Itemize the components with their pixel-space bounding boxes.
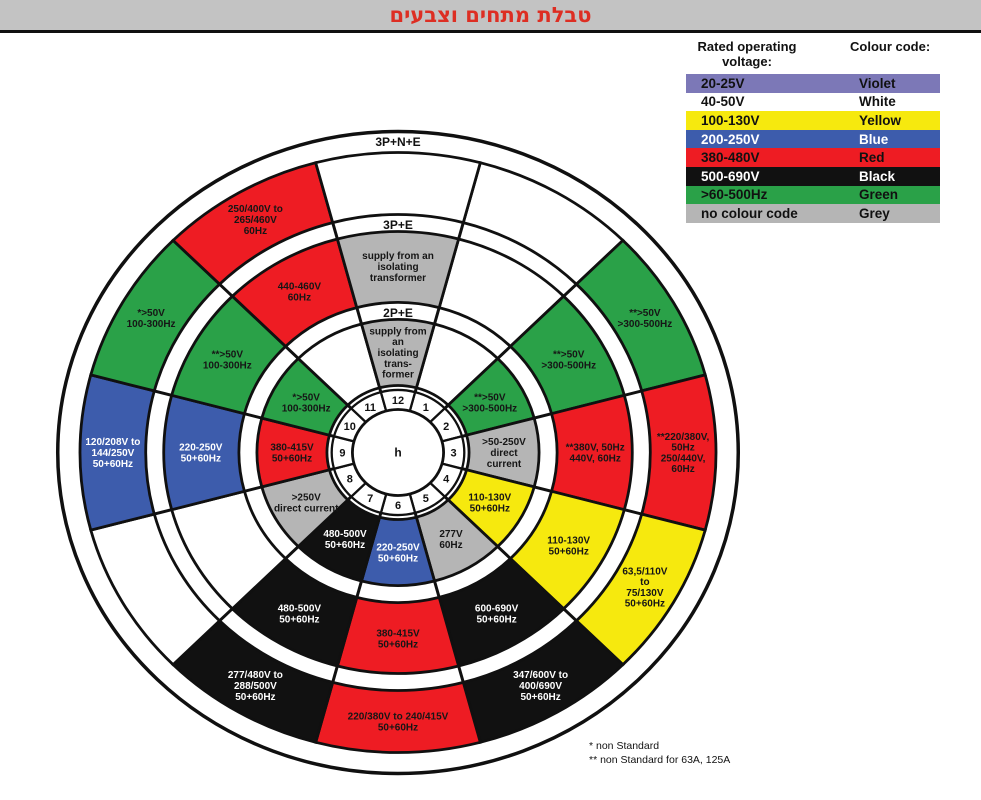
sector-label: supply from an isolating transformer [362,251,434,284]
hour-number: 4 [443,474,450,486]
sector-label: **>50V 100-300Hz [203,350,252,372]
wheel-center-label: h [394,446,401,460]
sector-label: 440-460V 60Hz [278,282,322,304]
hour-number: 1 [423,402,429,414]
legend-colour-cell: Red [859,150,885,166]
sector-label: **380V, 50Hz 440V, 60Hz [566,443,625,465]
legend-row: 20-25V Violet [686,74,940,93]
sector-label: *>50V 100-300Hz [127,308,176,330]
ring-name-label: 3P+E [383,218,413,232]
hour-number: 11 [364,402,376,414]
sector-label: **>50V >300-500Hz [462,393,517,415]
footnotes: * non Standard ** non Standard for 63A, … [589,740,730,767]
sector-label: **>50V >300-500Hz [541,350,596,372]
hour-number: 3 [451,447,457,459]
legend-colour-cell: Violet [859,75,896,91]
sector-label: 480-500V 50+60Hz [323,529,367,551]
legend-colour-cell: Yellow [859,112,902,128]
sector-label: 250/400V to 265/460V 60Hz [228,204,283,237]
sector-label: >250V direct current [274,493,339,515]
legend-voltage-cell: 40-50V [701,94,745,110]
ring-name-label: 2P+E [383,306,413,320]
hour-number: 8 [347,474,353,486]
legend-header-colour: Colour code: [850,39,931,54]
legend-colour-cell: Grey [859,205,890,221]
hour-number: 10 [344,421,356,433]
wheel-sector-2P+E-12 [359,318,437,390]
legend-row: 500-690V Black [686,166,940,186]
sector-label: *>50V 100-300Hz [282,393,331,415]
sector-label: 480-500V 50+60Hz [278,604,322,626]
hour-number: 7 [367,493,373,505]
legend-row: 40-50V White [686,92,940,112]
legend-voltage-cell: no colour code [701,205,798,221]
hour-number: 12 [392,395,404,407]
sector-label: 110-130V 50+60Hz [547,536,590,558]
legend-row: 200-250V Blue [686,129,940,149]
legend-colour-cell: Black [859,168,896,184]
sector-label: **220/380V, 50Hz 250/440V, 60Hz [657,432,710,475]
hour-number: 6 [395,500,401,512]
sector-label: 63,5/110V to 75/130V 50+60Hz [622,566,667,609]
ring-name-label: 3P+N+E [375,135,420,149]
wheel-center-circle [351,408,445,497]
legend-rows: 20-25V Violet 40-50V White 100-130V Yellow 200… [686,74,940,223]
legend-row: 380-480V Red [686,148,940,167]
legend-colour-cell: Blue [859,131,889,147]
footnote-line: * non Standard [589,740,660,752]
sector-label: 380-415V 50+60Hz [376,629,420,651]
legend-voltage-cell: >60-500Hz [701,187,768,203]
legend-header-voltage: Rated operating voltage: [697,39,797,69]
legend-voltage-cell: 380-480V [701,150,760,166]
sector-label: 110-130V 50+60Hz [468,493,511,515]
sector-label: supply from an isolating trans-former [369,326,426,380]
legend-colour-cell: White [859,94,896,110]
footnote-line: ** non Standard for 63A, 125A [589,753,731,766]
sector-label: 347/600V to 400/690V 50+60Hz [513,670,568,703]
sector-label: 600-690V 50+60Hz [475,604,519,626]
hour-number: 5 [423,493,429,505]
sector-label: 120/208V to 144/250V 50+60Hz [85,437,140,470]
page-title: טבלת מתחים וצבעים [389,3,592,27]
sector-label: 380-415V 50+60Hz [270,443,314,465]
hour-number: 9 [339,447,345,459]
legend-row: no colour code Grey [686,204,940,223]
legend-voltage-cell: 20-25V [701,75,745,91]
wheel-sector-3P+E-12 [335,230,461,310]
legend-voltage-cell: 200-250V [701,131,760,147]
sector-label: 220-250V 50+60Hz [179,443,223,465]
legend-row: 100-130V Yellow [686,111,940,130]
sector-label: **>50V >300-500Hz [618,308,673,330]
hour-number: 2 [443,421,449,433]
legend-voltage-cell: 500-690V [701,168,760,184]
wheel-sector-3P+N+E-12 [313,151,483,225]
sector-label: 277V 60Hz [439,529,463,551]
legend-row: >60-500Hz Green [686,185,940,205]
sector-label: 277/480V to 288/500V 50+60Hz [228,670,283,703]
page-title-bar: טבלת מתחים וצבעים [0,0,981,33]
sector-label: 220/380V to 240/415V 50+60Hz [348,712,449,734]
sector-label: 220-250V 50+60Hz [376,543,420,565]
legend-colour-cell: Green [859,187,899,203]
legend-header: Rated operating voltage: Colour code: [686,39,940,74]
legend-voltage-cell: 100-130V [701,112,760,128]
voltage-colour-legend: Rated operating voltage: Colour code: 20… [686,39,940,223]
sector-label: >50-250V direct current [482,437,526,470]
